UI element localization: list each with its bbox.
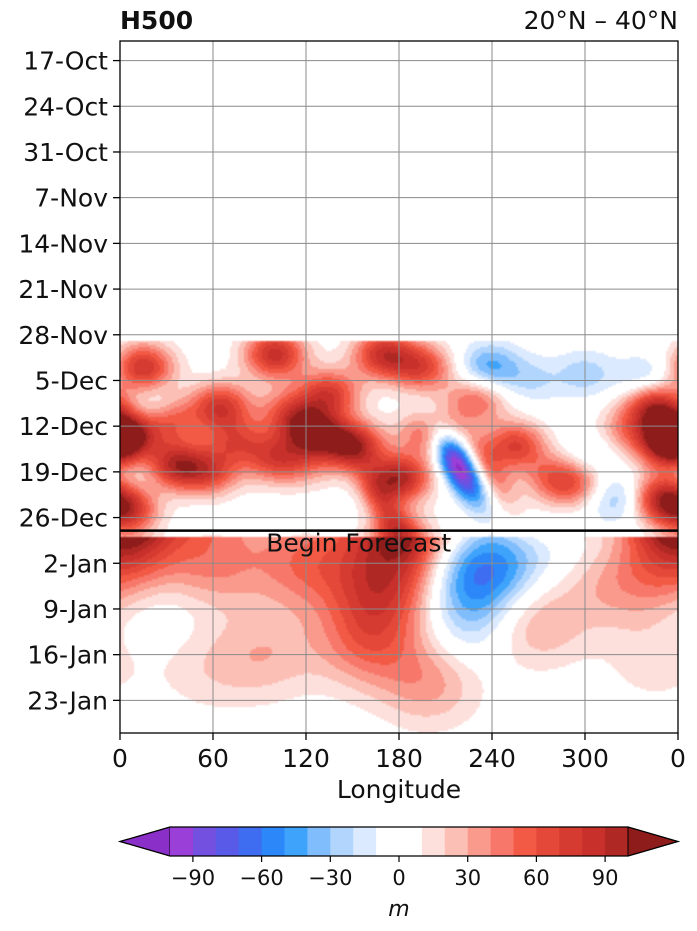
colorbar-segment (513, 827, 537, 856)
colorbar-segment (215, 827, 240, 856)
colorbar-segment (559, 827, 583, 856)
colorbar-tick-label: −30 (308, 866, 352, 890)
colorbar-segment (376, 827, 400, 856)
x-tick-label: 300 (561, 744, 609, 773)
y-tick-label: 26-Dec (19, 504, 108, 533)
colorbar-segment (261, 827, 285, 856)
x-tick-label: 0 (670, 744, 686, 773)
colorbar-tick-label: 0 (392, 866, 405, 890)
colorbar-tick-label: 30 (454, 866, 481, 890)
y-tick-label: 31-Oct (23, 138, 108, 167)
colorbar-tick-label: −60 (239, 866, 283, 890)
chart-title-left: H500 (120, 6, 194, 35)
x-tick-label: 60 (197, 744, 229, 773)
colorbar-tick-label: 90 (592, 866, 619, 890)
y-tick-label: 21-Nov (18, 275, 108, 304)
colorbar-segment (170, 827, 194, 856)
y-tick-label: 23-Jan (27, 686, 108, 715)
x-tick-label: 0 (112, 744, 128, 773)
colorbar-segment (467, 827, 492, 856)
colorbar-segment (307, 827, 331, 856)
colorbar-segment (444, 827, 469, 856)
colorbar-tick-label: 60 (523, 866, 550, 890)
x-tick-label: 180 (375, 744, 423, 773)
grid-lines (119, 41, 679, 733)
colorbar-segment (330, 827, 354, 856)
colorbar-segment (353, 827, 377, 856)
y-tick-label: 9-Jan (43, 595, 108, 624)
colorbar-segment (192, 827, 217, 856)
colorbar-segment (399, 827, 423, 856)
y-tick-label: 28-Nov (18, 321, 108, 350)
colorbar-segment (582, 827, 606, 856)
colorbar-segment (536, 827, 560, 856)
colorbar-outline (117, 826, 681, 857)
colorbar-extend-min (118, 826, 171, 857)
colorbar-extend-max (627, 826, 680, 857)
y-tick-label: 2-Jan (43, 549, 108, 578)
forecast-annotation: Begin Forecast (266, 529, 451, 558)
chart-title-right: 20°N – 40°N (523, 6, 678, 35)
x-tick-label: 240 (468, 744, 516, 773)
colorbar-segment (421, 827, 446, 856)
y-tick-label: 16-Jan (27, 641, 108, 670)
y-tick-label: 19-Dec (19, 458, 108, 487)
colorbar: −90 −60 −30 0 30 60 90 (117, 826, 681, 890)
colorbar-tick-label: −90 (171, 866, 215, 890)
x-axis-label: Longitude (337, 775, 461, 804)
colorbar-segment (605, 827, 629, 856)
colorbar-segment (284, 827, 308, 856)
colorbar-segment (238, 827, 263, 856)
colorbar-segment (490, 827, 514, 856)
x-tick-label: 120 (282, 744, 330, 773)
y-tick-label: 5-Dec (35, 366, 108, 395)
y-tick-label: 12-Dec (19, 412, 108, 441)
plot-area: Begin Forecast (119, 40, 679, 734)
x-axis: 0 60 120 180 240 300 0 (112, 733, 686, 773)
y-tick-label: 24-Oct (23, 92, 108, 121)
y-tick-label: 14-Nov (18, 229, 108, 258)
y-axis: 17-Oct 24-Oct 31-Oct 7-Nov 14-Nov 21-Nov 28-No… (18, 47, 120, 715)
y-tick-label: 7-Nov (34, 184, 108, 213)
colorbar-label: m (388, 897, 409, 922)
y-tick-label: 17-Oct (23, 47, 108, 76)
